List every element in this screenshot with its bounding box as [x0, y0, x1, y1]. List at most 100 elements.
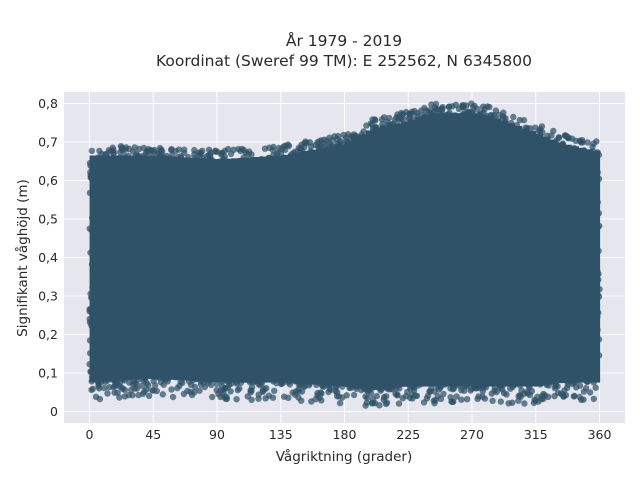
data-point	[245, 148, 253, 155]
data-point	[180, 390, 188, 398]
data-point	[114, 389, 121, 396]
data-point	[312, 396, 319, 403]
data-point	[350, 131, 358, 138]
data-point	[316, 138, 323, 145]
data-point	[570, 393, 577, 400]
data-point	[458, 396, 465, 403]
data-point	[168, 386, 175, 393]
data-point	[181, 146, 188, 153]
data-point	[340, 131, 347, 139]
data-point	[510, 113, 517, 121]
data-point	[480, 109, 487, 116]
data-point	[145, 392, 153, 400]
data-point	[550, 127, 557, 135]
data-point	[138, 382, 146, 389]
data-point	[424, 392, 432, 399]
data-point	[463, 396, 471, 403]
data-point	[572, 137, 579, 144]
data-point	[151, 146, 158, 154]
data-point	[285, 394, 292, 401]
data-point	[445, 103, 453, 110]
data-point	[224, 145, 232, 153]
data-point	[214, 148, 221, 156]
data-point	[433, 105, 440, 113]
data-point	[369, 116, 376, 123]
data-point	[493, 388, 500, 396]
data-point	[176, 382, 183, 389]
data-point	[269, 146, 276, 154]
data-point	[143, 386, 150, 393]
data-point	[509, 399, 516, 406]
data-point	[383, 399, 391, 406]
data-point	[195, 149, 202, 156]
data-point	[306, 139, 314, 146]
data-point	[104, 390, 111, 397]
data-point	[447, 394, 454, 401]
data-point	[153, 387, 160, 395]
data-point	[261, 145, 269, 152]
data-point	[101, 384, 108, 392]
data-point	[196, 387, 203, 394]
data-point	[524, 390, 532, 397]
data-point	[565, 134, 572, 141]
data-point	[284, 141, 292, 148]
data-point	[262, 395, 269, 402]
data-point	[88, 147, 96, 155]
data-point	[486, 103, 493, 111]
data-point	[116, 394, 123, 401]
data-point	[168, 146, 175, 153]
data-point	[590, 140, 597, 147]
data-point	[413, 392, 421, 400]
data-point	[453, 393, 460, 400]
data-point	[590, 395, 597, 403]
data-point	[592, 384, 599, 391]
data-point	[431, 400, 438, 407]
data-point	[414, 110, 421, 117]
data-point	[218, 383, 226, 390]
data-point	[368, 400, 376, 407]
data-point	[376, 402, 383, 409]
data-point	[191, 389, 198, 396]
data-point	[474, 105, 481, 113]
data-point	[175, 146, 183, 153]
data-point	[237, 147, 244, 155]
data-point	[121, 146, 129, 153]
data-point	[517, 393, 524, 400]
data-point	[488, 390, 495, 397]
data-point	[500, 389, 508, 397]
data-point	[573, 384, 580, 391]
data-point	[360, 128, 367, 135]
data-point	[399, 395, 406, 402]
data-point	[259, 387, 266, 394]
data-point	[394, 111, 401, 118]
data-point	[233, 396, 240, 403]
data-point	[92, 393, 100, 400]
data-point	[169, 393, 177, 401]
data-point	[106, 384, 113, 391]
data-point	[384, 118, 391, 126]
data-point	[143, 149, 150, 157]
data-point	[489, 397, 496, 404]
data-point	[578, 396, 585, 403]
data-point	[395, 400, 403, 407]
data-point	[400, 116, 407, 123]
data-point	[350, 391, 358, 399]
data-point	[497, 398, 504, 405]
data-point	[336, 399, 344, 407]
data-point	[318, 390, 325, 397]
data-point	[561, 387, 568, 394]
data-point	[362, 393, 369, 400]
data-point	[394, 391, 401, 398]
data-point	[499, 113, 507, 120]
data-point	[326, 134, 333, 141]
data-point	[440, 390, 447, 398]
data-point	[439, 105, 446, 113]
data-point	[110, 150, 117, 157]
data-point	[480, 103, 487, 110]
data-point	[343, 392, 350, 399]
data-point	[580, 388, 588, 395]
data-point	[318, 397, 325, 404]
data-point	[552, 382, 559, 390]
data-point	[538, 123, 546, 130]
